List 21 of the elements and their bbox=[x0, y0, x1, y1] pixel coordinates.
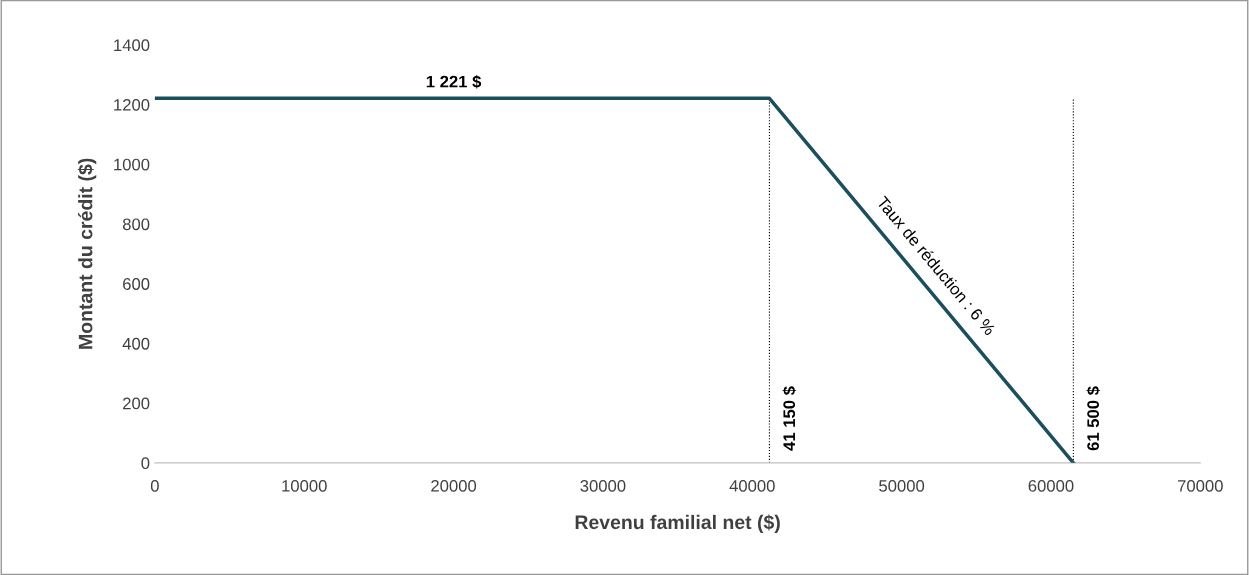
y-tick-label: 0 bbox=[141, 457, 150, 470]
y-tick-label: 600 bbox=[123, 278, 150, 290]
annotation: 1 221 $ bbox=[426, 75, 482, 89]
ref-line-label: 61 500 $ bbox=[1086, 386, 1101, 451]
x-tick-label: 60000 bbox=[1028, 479, 1074, 492]
x-tick-label: 20000 bbox=[431, 479, 477, 492]
x-tick-label: 70000 bbox=[1177, 479, 1223, 492]
x-tick-label: 40000 bbox=[729, 479, 775, 492]
x-axis-title: Revenu familial net ($) bbox=[575, 514, 780, 533]
y-tick-label: 400 bbox=[122, 337, 150, 350]
y-tick-label: 200 bbox=[123, 397, 150, 410]
x-tick-label: 50000 bbox=[879, 479, 925, 492]
y-tick-label: 1200 bbox=[114, 98, 150, 111]
y-axis-title: Montant du crédit ($) bbox=[77, 158, 97, 349]
x-tick-label: 0 bbox=[150, 479, 159, 492]
y-tick-label: 1400 bbox=[114, 39, 150, 52]
y-tick-label: 1000 bbox=[114, 158, 150, 171]
y-tick-label: 800 bbox=[122, 218, 150, 231]
x-tick-label: 30000 bbox=[580, 479, 626, 492]
ref-line-label: 41 150 $ bbox=[782, 386, 797, 451]
x-tick-label: 10000 bbox=[282, 479, 327, 492]
